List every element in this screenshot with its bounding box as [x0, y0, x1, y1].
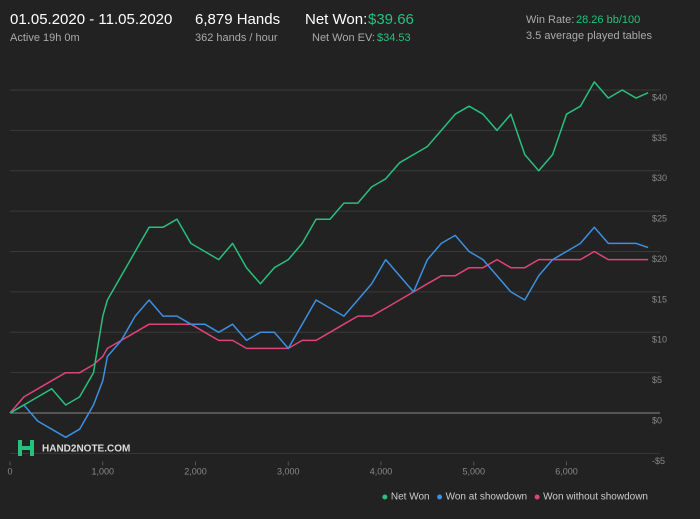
series-line — [9, 81, 649, 414]
legend-label: Won without showdown — [543, 492, 648, 503]
x-tick-label: 5,000 — [463, 466, 486, 476]
x-tick-label: 2,000 — [184, 466, 207, 476]
x-tick-label: 4,000 — [370, 466, 393, 476]
win-rate-value: 28.26 bb/100 — [576, 14, 640, 26]
y-tick-label: $0 — [652, 415, 662, 425]
x-tick-label: 6,000 — [555, 466, 578, 476]
y-tick-label: $30 — [652, 173, 667, 183]
legend-marker — [534, 494, 540, 500]
hands: 6,879 Hands — [195, 11, 280, 28]
net-won-ev-label: Net Won EV: — [312, 32, 375, 44]
y-tick-label: -$5 — [652, 456, 665, 466]
series-line — [9, 250, 649, 414]
y-tick-label: $20 — [652, 254, 667, 264]
legend-marker — [382, 494, 388, 500]
hands-per-hour: 362 hands / hour — [195, 32, 278, 44]
x-tick-label: 1,000 — [91, 466, 114, 476]
y-tick-label: $5 — [652, 375, 662, 385]
y-tick-label: $25 — [652, 214, 667, 224]
date-range: 01.05.2020 - 11.05.2020 — [10, 11, 172, 28]
logo-text: HAND2NOTE.COM — [42, 444, 130, 455]
x-tick-label: 0 — [7, 466, 12, 476]
y-tick-label: $35 — [652, 133, 667, 143]
y-tick-label: $15 — [652, 294, 667, 304]
series-line — [9, 226, 649, 439]
logo-mark — [18, 446, 34, 450]
y-tick-label: $10 — [652, 335, 667, 345]
y-tick-label: $40 — [652, 92, 667, 102]
win-rate-label: Win Rate: — [526, 14, 574, 26]
legend-label: Won at showdown — [446, 492, 528, 503]
tables: 3.5 average played tables — [526, 30, 652, 42]
legend-marker — [437, 494, 443, 500]
x-tick-label: 3,000 — [277, 466, 300, 476]
net-won-ev-value: $34.53 — [377, 32, 411, 44]
legend-label: Net Won — [391, 492, 430, 503]
active-time: Active 19h 0m — [10, 32, 80, 44]
net-won-value: $39.66 — [368, 11, 414, 28]
net-won-label: Net Won: — [305, 11, 367, 28]
